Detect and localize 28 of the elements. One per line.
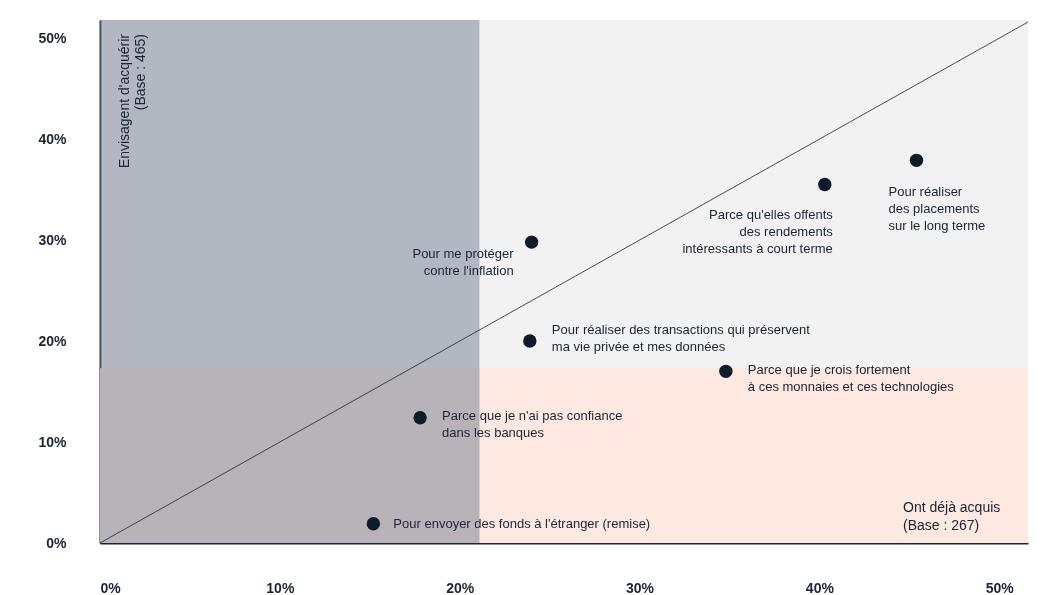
x-axis-title: Ont déjà acquis (Base : 267) [903, 499, 1001, 533]
annotation: Pour réaliser des placements sur le long terme [888, 184, 986, 234]
y-tick-label: 20% [38, 332, 68, 349]
annotation: Parce que je n'ai pas confiance dans les banques [442, 408, 623, 441]
point [818, 177, 832, 192]
y-axis-title: Envisagent d'acquérir (Base : 465) [116, 33, 148, 169]
x-tick-label: 10% [266, 579, 295, 595]
point [413, 411, 427, 425]
x-tick-label: 50% [985, 579, 1015, 595]
annotation: Pour réaliser des transactions qui préservent ma vie privée et mes données [551, 321, 811, 354]
point [719, 364, 733, 379]
point [524, 235, 539, 249]
x-tick-label: 30% [626, 579, 655, 595]
y-tick-label: 40% [38, 130, 68, 147]
annotation: Pour me protéger contre l'inflation [412, 246, 515, 279]
x-tick-label: 20% [446, 579, 475, 595]
y-tick-label: 0% [46, 534, 68, 551]
annotation: Parce que je crois fortement à ces monnaies et ces technologies [747, 361, 955, 394]
y-tick-label: 10% [38, 433, 68, 450]
point [366, 517, 381, 531]
y-tick-label: 50% [38, 29, 68, 46]
x-tick-label: 40% [805, 579, 835, 595]
annotation: Pour envoyer des fonds à l'étranger (remise) [393, 515, 651, 531]
x-tick-label: 0% [100, 579, 122, 595]
point [909, 153, 924, 168]
annotation: Parce qu'elles offents des rendements intéressants à court terme [682, 206, 834, 256]
y-tick-label: 30% [38, 231, 68, 248]
point [523, 334, 537, 348]
